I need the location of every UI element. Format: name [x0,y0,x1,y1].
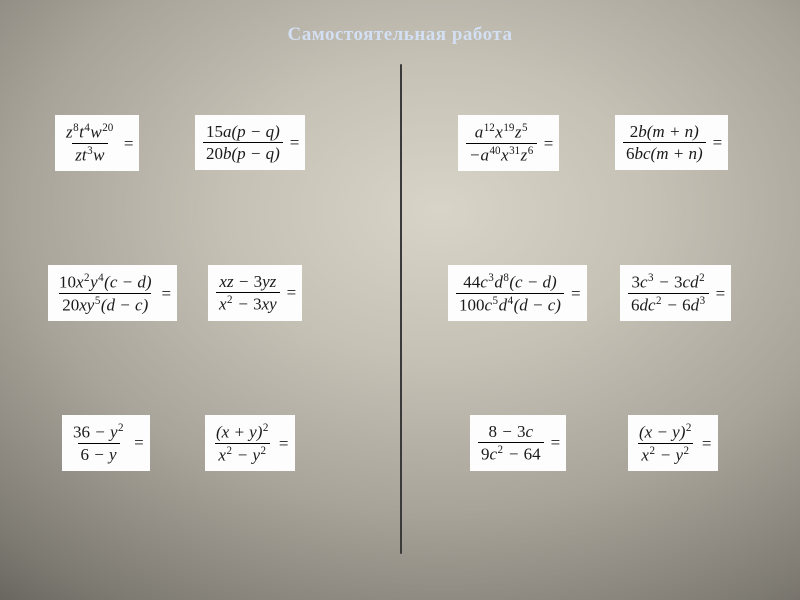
formula-cell: 44c3d8(c − d)100c5d4(d − c) = [448,265,587,321]
fraction-denominator: x2 − y2 [215,443,269,466]
fraction: 3c3 − 3cd26dc2 − 6d3 [628,271,709,315]
fraction: z8t4w20zt3w [63,121,117,165]
fraction-numerator: 2b(m + n) [627,121,702,142]
formula-cell: 3c3 − 3cd26dc2 − 6d3 = [620,265,731,321]
page-title: Самостоятельная работа [0,24,800,46]
fraction: (x + y)2x2 − y2 [213,421,272,465]
fraction: xz − 3yzx2 − 3xy [216,271,280,315]
equals-sign: = [571,285,581,302]
fraction-numerator: (x + y)2 [213,421,272,443]
fraction: 15a(p − q)20b(p − q) [203,121,283,164]
fraction: 10x2y4(c − d)20xy5(d − c) [56,271,155,315]
fraction-denominator: −a40x31z6 [466,143,537,166]
vertical-divider [400,64,402,554]
fraction: (x − y)2x2 − y2 [636,421,695,465]
fraction-numerator: 44c3d8(c − d) [460,271,559,293]
fraction-denominator: 6bc(m + n) [623,142,706,164]
formula-cell: 36 − y26 − y = [62,415,150,471]
fraction-numerator: z8t4w20 [63,121,117,143]
fraction-denominator: x2 − 3xy [216,292,280,315]
fraction-denominator: 6 − y [78,443,120,465]
fraction-denominator: 6dc2 − 6d3 [628,293,709,316]
fraction: 8 − 3c9c2 − 64 [478,421,544,465]
formula-cell: 10x2y4(c − d)20xy5(d − c) = [48,265,177,321]
formula-cell: xz − 3yzx2 − 3xy = [208,265,302,321]
formula-cell: a12x19z5−a40x31z6 = [458,115,559,171]
equals-sign: = [702,435,712,452]
equals-sign: = [551,434,561,451]
fraction-numerator: 36 − y2 [70,421,127,443]
fraction-denominator: 20b(p − q) [203,142,283,164]
equals-sign: = [287,284,297,301]
fraction: 36 − y26 − y [70,421,127,465]
formula-cell: (x − y)2x2 − y2 = [628,415,718,471]
equals-sign: = [162,285,172,302]
fraction-denominator: 20xy5(d − c) [59,293,151,316]
fraction: 2b(m + n)6bc(m + n) [623,121,706,164]
formula-cell: 8 − 3c9c2 − 64 = [470,415,566,471]
formula-cell: z8t4w20zt3w = [55,115,139,171]
fraction-numerator: xz − 3yz [216,271,279,292]
equals-sign: = [279,435,289,452]
formula-cell: 15a(p − q)20b(p − q) = [195,115,305,170]
fraction-numerator: 8 − 3c [486,421,537,442]
fraction: a12x19z5−a40x31z6 [466,121,537,165]
fraction-numerator: a12x19z5 [472,121,531,143]
equals-sign: = [716,285,726,302]
equals-sign: = [290,134,300,151]
fraction-numerator: (x − y)2 [636,421,695,443]
fraction-denominator: zt3w [72,143,107,166]
fraction-numerator: 15a(p − q) [203,121,283,142]
fraction-denominator: 100c5d4(d − c) [456,293,564,316]
fraction-denominator: 9c2 − 64 [478,442,544,465]
fraction-denominator: x2 − y2 [638,443,692,466]
formula-cell: 2b(m + n)6bc(m + n) = [615,115,728,170]
formula-cell: (x + y)2x2 − y2 = [205,415,295,471]
fraction-numerator: 10x2y4(c − d) [56,271,155,293]
equals-sign: = [124,135,134,152]
equals-sign: = [713,134,723,151]
equals-sign: = [544,135,554,152]
fraction-numerator: 3c3 − 3cd2 [628,271,708,293]
fraction: 44c3d8(c − d)100c5d4(d − c) [456,271,564,315]
equals-sign: = [134,434,144,451]
